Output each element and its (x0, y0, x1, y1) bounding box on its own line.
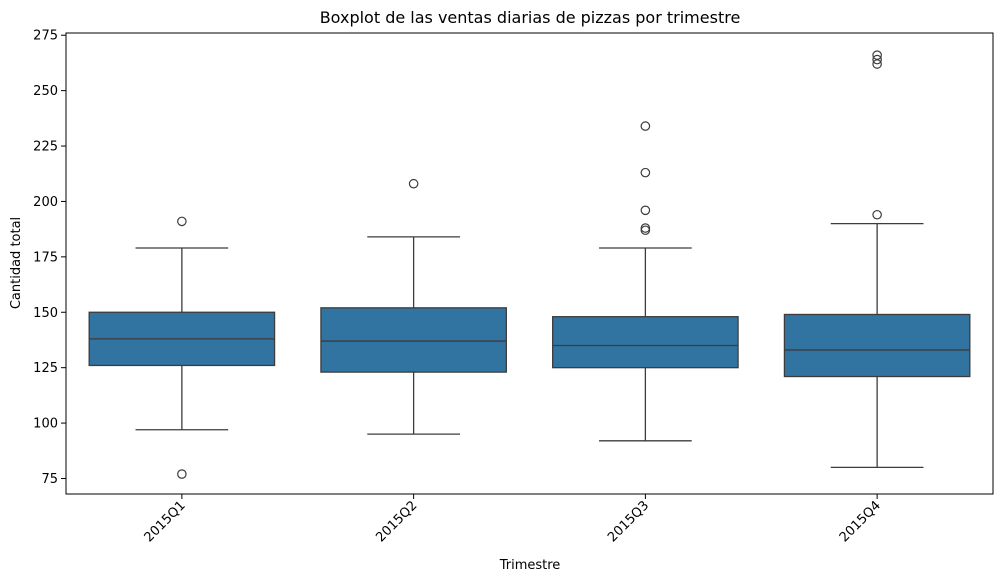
outlier-point (872, 59, 882, 69)
box-group-2015Q3 (552, 121, 739, 442)
x-tick-label: 2015Q4 (837, 498, 884, 545)
y-tick-label: 250 (33, 84, 58, 99)
plot-frame (65, 32, 994, 495)
outlier-point (872, 209, 882, 220)
chart-title: Boxplot de las ventas diarias de pizzas … (320, 8, 741, 27)
y-tick-label: 200 (33, 195, 58, 210)
box-iqr (552, 316, 739, 369)
x-tick-label: 2015Q3 (605, 498, 652, 545)
y-tick-label: 125 (33, 361, 58, 376)
outlier-point (640, 121, 651, 131)
x-axis-label: Trimestre (499, 558, 561, 573)
box-group-2015Q4 (783, 50, 971, 469)
x-axis: 2015Q1 2015Q2 2015Q3 2015Q4 (142, 494, 884, 545)
outlier-point (177, 469, 187, 479)
box-group-2015Q2 (320, 178, 507, 435)
y-tick-label: 100 (33, 417, 58, 432)
y-tick-label: 275 (33, 29, 58, 44)
y-axis: 75 100 125 150 175 200 225 250 275 (33, 29, 66, 487)
box-iqr (320, 307, 507, 373)
outlier-point (872, 54, 882, 65)
y-tick-label: 150 (33, 306, 58, 321)
box-group-2015Q1 (88, 216, 276, 479)
x-tick-label: 2015Q1 (142, 498, 189, 545)
outlier-point (408, 178, 419, 189)
outlier-point (640, 167, 651, 178)
y-axis-label: Cantidad total (9, 217, 24, 309)
outlier-point (177, 216, 187, 227)
box-iqr (783, 313, 971, 378)
outlier-point (640, 225, 651, 236)
y-tick-label: 225 (33, 140, 58, 155)
x-tick-label: 2015Q2 (373, 498, 420, 545)
y-tick-label: 75 (41, 472, 58, 487)
outlier-point (640, 205, 651, 216)
plot-area (88, 50, 971, 479)
y-tick-label: 175 (33, 250, 58, 265)
